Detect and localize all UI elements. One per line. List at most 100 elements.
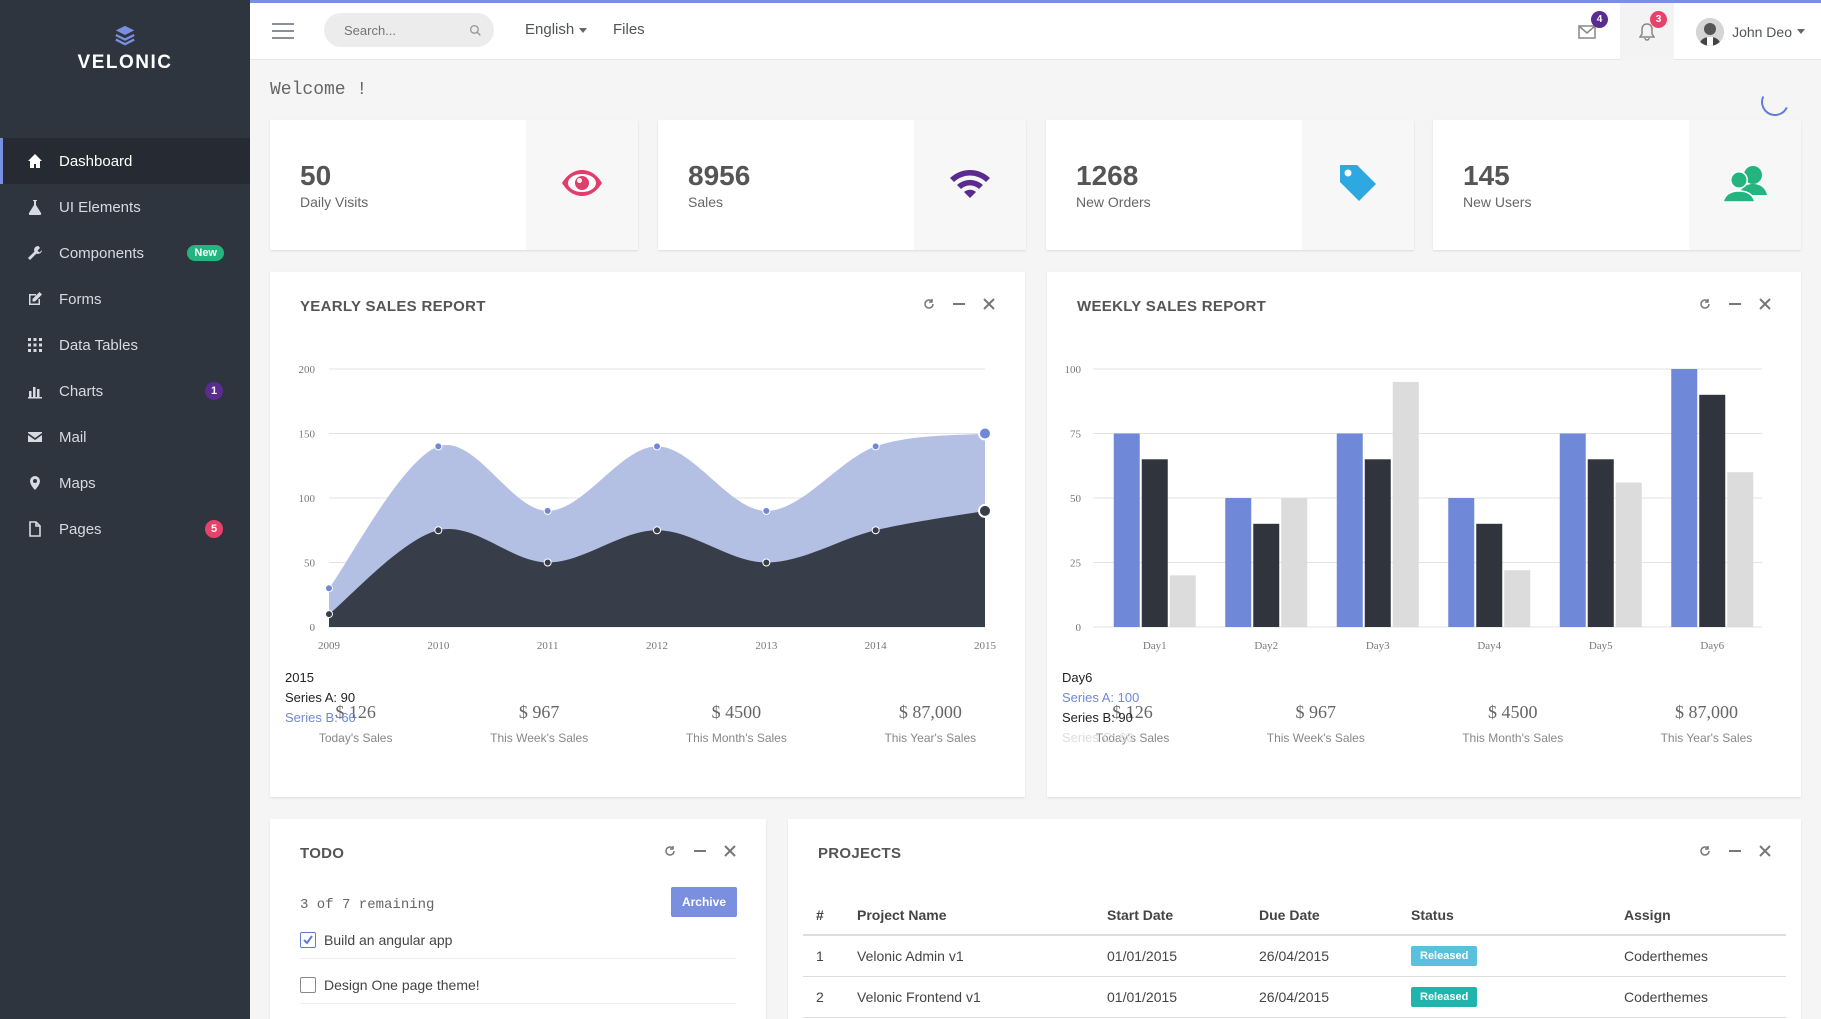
sidebar-item-label: Charts <box>59 382 104 400</box>
table-row[interactable]: 1 Velonic Admin v1 01/01/2015 26/04/2015… <box>803 935 1786 977</box>
minimize-icon[interactable] <box>951 296 967 312</box>
bar-day2-series-c <box>1281 498 1308 627</box>
x-tick-label: 2011 <box>537 640 559 652</box>
sidebar-item-forms[interactable]: Forms <box>0 276 250 322</box>
status-badge: Released <box>1411 986 1478 1007</box>
refresh-icon[interactable] <box>921 296 937 312</box>
sidebar-item-label: Forms <box>59 290 102 308</box>
cell-start-date: 01/01/2015 <box>1094 935 1246 977</box>
tag-icon <box>1338 163 1378 208</box>
table-row[interactable]: 2 Velonic Frontend v1 01/01/2015 26/04/2… <box>803 976 1786 1018</box>
stat-icon-box <box>1302 120 1414 250</box>
bar-chart-icon <box>26 382 44 400</box>
sidebar-item-data-tables[interactable]: Data Tables <box>0 322 250 368</box>
search-input[interactable] <box>344 22 464 38</box>
chevron-down-icon <box>579 27 588 33</box>
panel-tools <box>1697 296 1773 312</box>
summary-value: $ 126 <box>1112 702 1153 722</box>
data-point <box>434 526 443 535</box>
minimize-icon[interactable] <box>1727 296 1743 312</box>
bar-day6-series-c <box>1727 472 1754 627</box>
stat-value: 1268 <box>1076 160 1139 191</box>
summary-label: This Week's Sales <box>490 731 589 745</box>
sidebar-item-ui-elements[interactable]: UI Elements <box>0 184 250 230</box>
layers-icon <box>115 25 135 46</box>
summary-label: This Year's Sales <box>1660 731 1753 745</box>
summary-value: $ 967 <box>518 702 560 722</box>
minimize-icon[interactable] <box>1727 843 1743 859</box>
sidebar-item-mail[interactable]: Mail <box>0 414 250 460</box>
data-point <box>653 442 661 451</box>
x-tick-label: Day3 <box>1366 640 1390 652</box>
search-icon[interactable] <box>469 24 482 37</box>
refresh-icon[interactable] <box>662 843 678 859</box>
checkbox-checked[interactable] <box>300 932 316 948</box>
panel-tools <box>662 843 738 859</box>
data-point <box>762 558 771 567</box>
panel-tools <box>1697 843 1773 859</box>
cell-project-name: Velonic Frontend v1 <box>844 976 1094 1018</box>
sidebar-item-dashboard[interactable]: Dashboard <box>0 138 250 184</box>
close-icon[interactable] <box>1757 843 1773 859</box>
files-link[interactable]: Files <box>613 21 645 38</box>
column-header: Status <box>1398 895 1611 936</box>
yearly-sales-panel: YEARLY SALES REPORT 0 50 100 150 200 2009 2010… <box>270 272 1025 797</box>
archive-button[interactable]: Archive <box>670 887 737 917</box>
column-header: Due Date <box>1246 895 1398 936</box>
stat-icon-box <box>914 120 1026 250</box>
summary-value: $ 967 <box>1295 702 1337 722</box>
refresh-icon[interactable] <box>1697 843 1713 859</box>
loading-spinner <box>1757 84 1793 120</box>
language-label: English <box>525 21 575 38</box>
summary-value: $ 126 <box>335 702 376 722</box>
summary-label: This Month's Sales <box>1462 731 1564 745</box>
sidebar-item-pages[interactable]: Pages 5 <box>0 506 250 552</box>
summary-item: $ 126 Today's Sales <box>319 702 393 745</box>
flask-icon <box>26 198 44 216</box>
mail-button[interactable]: 4 <box>1560 3 1614 60</box>
sidebar-item-components[interactable]: Components New <box>0 230 250 276</box>
column-header: # <box>803 895 844 936</box>
weekly-sales-panel: WEEKLY SALES REPORT 0 25 50 75 100 Day1 Day2 Da… <box>1047 272 1801 797</box>
close-icon[interactable] <box>981 296 997 312</box>
user-name: John Deo <box>1732 23 1792 40</box>
y-tick-label: 100 <box>299 493 316 505</box>
todo-item[interactable]: Design One page theme! <box>300 977 736 1004</box>
data-point <box>325 610 333 619</box>
file-icon <box>26 520 44 538</box>
sidebar-item-label: Components <box>59 244 145 262</box>
projects-panel: PROJECTS # Project Name Start Date Due D… <box>788 819 1801 1019</box>
x-tick-label: Day4 <box>1477 640 1501 652</box>
cell-project-name: Velonic Admin v1 <box>844 935 1094 977</box>
y-tick-label: 25 <box>1070 558 1082 570</box>
topbar: English Files 4 3 John Deo <box>250 0 1821 60</box>
language-dropdown[interactable]: English <box>525 21 588 38</box>
menu-toggle-icon[interactable] <box>272 23 294 39</box>
brand[interactable]: VELONIC <box>0 24 250 74</box>
stat-card-new-users: 145 New Users <box>1433 120 1801 250</box>
eye-icon <box>560 169 604 202</box>
bar-day4-series-b <box>1476 523 1503 627</box>
notifications-button[interactable]: 3 <box>1620 3 1674 60</box>
todo-item[interactable]: Build an angular app <box>300 932 736 959</box>
sidebar-item-charts[interactable]: Charts 1 <box>0 368 250 414</box>
summary-label: This Week's Sales <box>1266 731 1365 745</box>
x-tick-label: 2013 <box>755 640 778 652</box>
x-tick-label: Day2 <box>1254 640 1278 652</box>
refresh-icon[interactable] <box>1697 296 1713 312</box>
tools-icon <box>26 244 44 262</box>
status-badge: Released <box>1411 945 1478 966</box>
sidebar-item-maps[interactable]: Maps <box>0 460 250 506</box>
summary-label: Today's Sales <box>318 731 393 745</box>
close-icon[interactable] <box>1757 296 1773 312</box>
user-menu[interactable]: John Deo <box>1696 3 1805 60</box>
notification-count-badge: 3 <box>1650 11 1667 28</box>
bar-day6-series-b <box>1699 394 1726 627</box>
close-icon[interactable] <box>722 843 738 859</box>
data-point <box>762 506 771 515</box>
summary-item: $ 126 Today's Sales <box>1096 702 1170 745</box>
minimize-icon[interactable] <box>692 843 708 859</box>
data-point <box>543 506 552 515</box>
checkbox[interactable] <box>300 977 316 993</box>
chart-tooltip: Day6 Series A: 100 Series B: 90 Series C… <box>1062 668 1139 748</box>
